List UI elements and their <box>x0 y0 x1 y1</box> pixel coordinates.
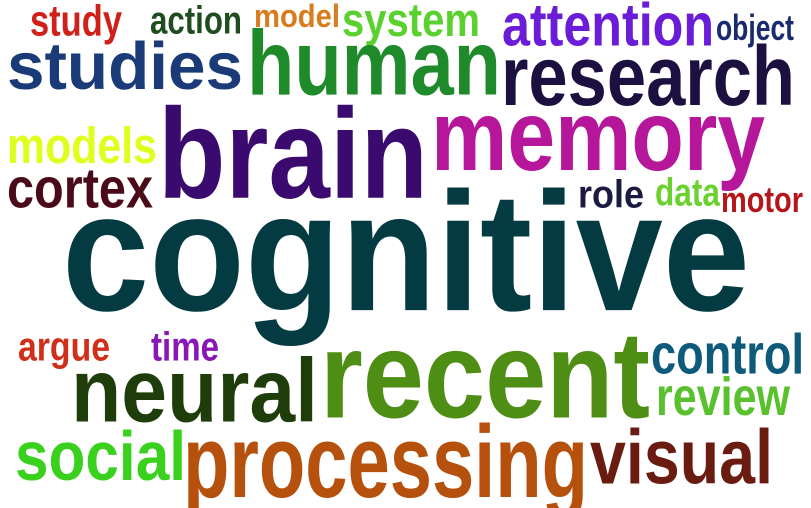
word-action: action <box>150 0 242 42</box>
word-neural: neural <box>71 340 318 442</box>
word-study: study <box>30 0 122 46</box>
word-social: social <box>15 418 186 496</box>
word-human: human <box>247 11 501 115</box>
word-argue: argue <box>18 323 110 370</box>
word-model: model <box>254 0 340 35</box>
word-visual: visual <box>590 413 773 501</box>
word-object: object <box>716 7 794 49</box>
word-brain: brain <box>158 82 428 226</box>
word-system: system <box>342 0 480 47</box>
word-motor: motor <box>721 179 803 221</box>
word-recent: recent <box>320 306 650 445</box>
word-data: data <box>655 170 720 214</box>
word-processing: processing <box>183 404 588 508</box>
word-studies: studies <box>7 28 243 104</box>
word-review: review <box>656 366 790 428</box>
word-models: models <box>7 117 157 175</box>
word-research: research <box>501 28 795 124</box>
word-memory: memory <box>431 80 765 193</box>
word-role: role <box>578 172 644 216</box>
word-cognitive: cognitive <box>62 157 750 347</box>
word-cortex: cortex <box>7 156 153 220</box>
word-attention: attention <box>502 0 714 60</box>
word-time: time <box>151 323 219 370</box>
word-control: control <box>651 322 804 386</box>
